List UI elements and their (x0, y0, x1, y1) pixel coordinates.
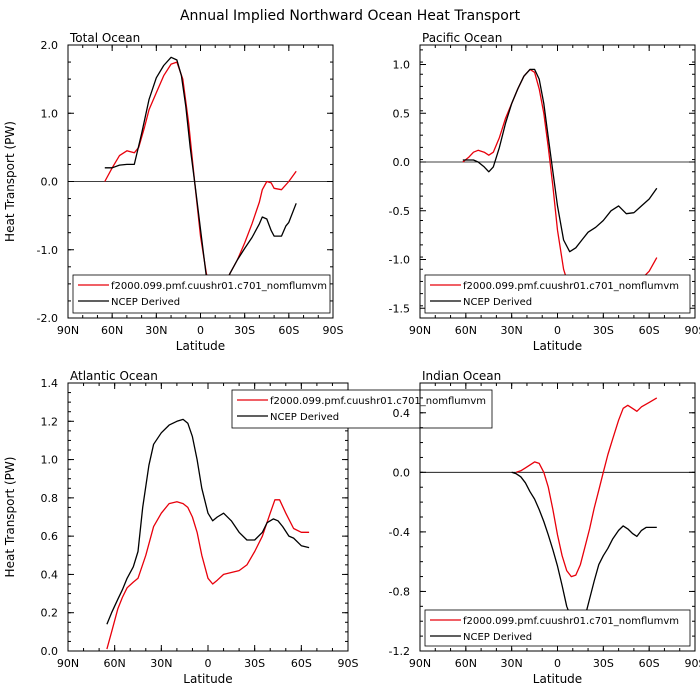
y-axis-label: Heat Transport (PW) (3, 121, 17, 242)
indian-ocean-panel: -1.2 -0.8 -0.4 0.0 0.4 90N 60N 30N 0 30S 60S 90S Ind… (389, 369, 700, 686)
y-tick-label: 0.2 (41, 607, 59, 620)
x-tick-label: 30S (593, 657, 614, 670)
indian-panel-title: Indian Ocean (422, 369, 501, 383)
x-tick-label: 60S (639, 657, 660, 670)
atlantic-panel-title: Atlantic Ocean (70, 369, 158, 383)
y-tick-label: -0.8 (389, 585, 410, 598)
legend-label: NCEP Derived (270, 412, 339, 423)
y-tick-label: -0.5 (389, 205, 410, 218)
y-tick-label: 1.2 (41, 415, 59, 428)
model-series-line (104, 61, 297, 293)
atlantic-ocean-panel: 0.0 0.2 0.4 0.6 0.8 1.0 1.2 1.4 90N 60N 30N 0 30S 60S… (3, 369, 493, 686)
x-tick-label: 60S (639, 324, 660, 337)
legend-box (72, 274, 331, 314)
y-tick-label: 0.6 (41, 530, 59, 543)
x-tick-label: 60N (104, 657, 126, 670)
y-tick-label: 0.0 (41, 176, 59, 189)
y-tick-label: 2.0 (41, 39, 59, 52)
pacific-panel-title: Pacific Ocean (422, 31, 502, 45)
legend-label: NCEP Derived (463, 297, 532, 308)
atlantic-legend: f2000.099.pmf.cuushr01.c701_nomflumvm NCE… (231, 389, 493, 429)
legend-label: NCEP Derived (463, 632, 532, 643)
legend-label: f2000.099.pmf.cuushr01.c701_nomflumvm (463, 281, 679, 292)
x-tick-label: 90N (409, 324, 431, 337)
x-tick-label: 0 (205, 657, 212, 670)
legend-label: f2000.099.pmf.cuushr01.c701_nomflumvm (463, 616, 679, 627)
x-tick-label: 30N (145, 324, 167, 337)
legend-box (424, 274, 691, 314)
y-tick-label: 1.0 (41, 454, 59, 467)
x-tick-label: 90S (685, 657, 700, 670)
y-tick-label: 1.0 (393, 59, 411, 72)
x-axis-label: Latitude (533, 672, 582, 686)
y-tick-label: 0.0 (41, 645, 59, 658)
y-tick-label: -1.2 (389, 645, 410, 658)
legend-label: NCEP Derived (111, 297, 180, 308)
legend-label: f2000.099.pmf.cuushr01.c701_nomflumvm (111, 281, 327, 292)
x-tick-label: 0 (554, 324, 561, 337)
x-tick-label: 30N (150, 657, 172, 670)
legend-box (231, 389, 493, 429)
total-panel-title: Total Ocean (69, 31, 140, 45)
x-tick-label: 30N (501, 324, 523, 337)
x-axis-label: Latitude (533, 339, 582, 353)
x-tick-label: 90N (409, 657, 431, 670)
x-axis-label: Latitude (176, 339, 225, 353)
total-legend: f2000.099.pmf.cuushr01.c701_nomflumvm NCE… (72, 274, 331, 314)
x-tick-label: 60N (101, 324, 123, 337)
x-tick-label: 90S (338, 657, 359, 670)
y-tick-label: 0.0 (393, 156, 411, 169)
y-tick-label: 0.8 (41, 492, 59, 505)
model-series-line (516, 397, 658, 578)
model-series-line (462, 68, 658, 296)
x-tick-label: 90S (323, 324, 344, 337)
y-axis-label: Heat Transport (PW) (3, 457, 17, 578)
y-tick-label: 1.4 (41, 377, 59, 390)
legend-label: f2000.099.pmf.cuushr01.c701_nomflumvm (270, 396, 486, 407)
y-tick-label: 0.4 (393, 407, 411, 420)
model-series-line (106, 499, 310, 650)
y-tick-label: 0.4 (41, 568, 59, 581)
x-tick-label: 30N (501, 657, 523, 670)
x-tick-label: 30S (234, 324, 255, 337)
x-tick-label: 0 (197, 324, 204, 337)
y-tick-label: 1.0 (41, 107, 59, 120)
x-tick-label: 60S (291, 657, 312, 670)
ncep-series-line (106, 418, 310, 625)
x-tick-label: 60S (278, 324, 299, 337)
y-tick-label: -2.0 (37, 312, 58, 325)
x-tick-label: 90N (57, 324, 79, 337)
indian-legend: f2000.099.pmf.cuushr01.c701_nomflumvm NCE… (424, 609, 691, 647)
x-axis-label: Latitude (183, 672, 232, 686)
x-tick-label: 60N (455, 324, 477, 337)
x-tick-label: 60N (455, 657, 477, 670)
y-tick-label: 0.0 (393, 466, 411, 479)
x-tick-label: 30S (244, 657, 265, 670)
ncep-series-line (104, 56, 297, 295)
x-tick-label: 0 (554, 657, 561, 670)
pacific-ocean-panel: -1.5 -1.0 -0.5 0.0 0.5 1.0 90N 60N 30N 0 30S 60S 90S… (389, 31, 700, 353)
y-tick-label: -1.0 (37, 244, 58, 257)
figure-title: Annual Implied Northward Ocean Heat Tran… (180, 8, 521, 24)
total-ocean-panel: -2.0 -1.0 0.0 1.0 2.0 90N 60N 30N 0 30S 60S 90S Tota… (3, 31, 344, 353)
y-tick-label: -1.5 (389, 302, 410, 315)
pacific-legend: f2000.099.pmf.cuushr01.c701_nomflumvm NCE… (424, 274, 691, 314)
y-tick-label: -1.0 (389, 254, 410, 267)
ncep-series-line (462, 68, 658, 253)
y-tick-label: -0.4 (389, 526, 410, 539)
x-tick-label: 90S (685, 324, 700, 337)
x-tick-label: 30S (593, 324, 614, 337)
x-tick-label: 90N (57, 657, 79, 670)
y-tick-label: 0.5 (393, 107, 411, 120)
legend-box (424, 609, 691, 647)
